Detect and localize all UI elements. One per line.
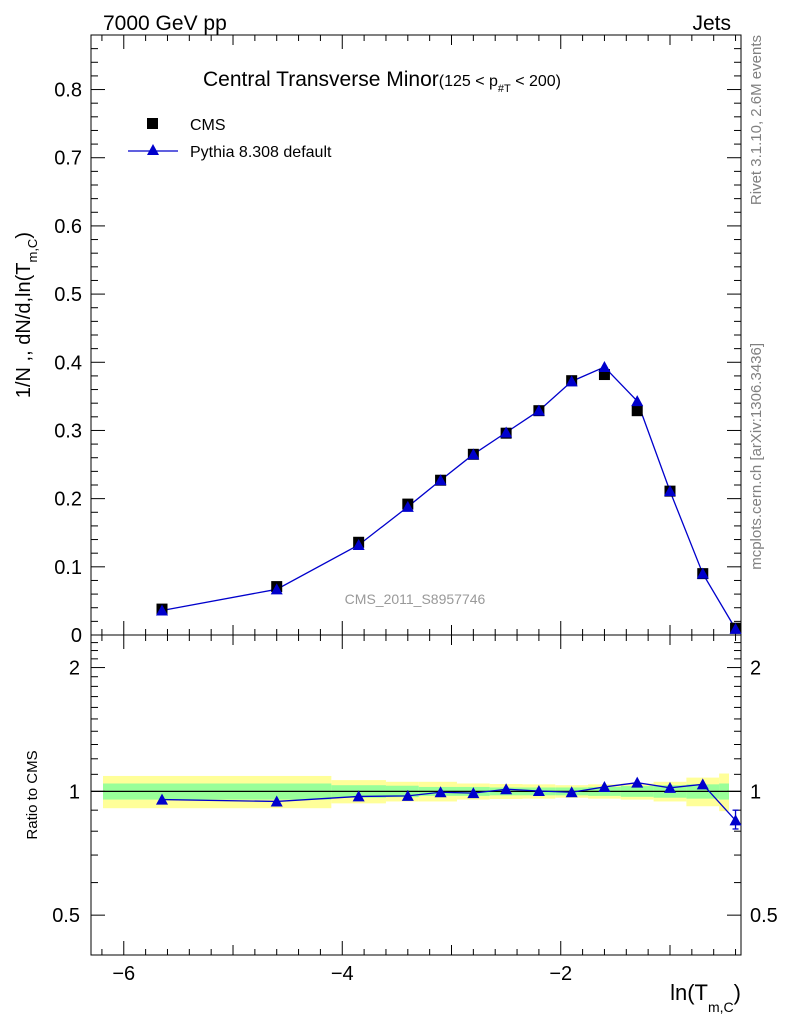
main-title-sub-index: #T [498, 83, 511, 95]
main-data [156, 361, 742, 634]
legend: CMS Pythia 8.308 default [128, 117, 332, 161]
pythia-point [500, 426, 513, 438]
main-ytick-label: 0.8 [54, 80, 82, 102]
ratio-data [156, 776, 742, 830]
pythia-point [434, 474, 447, 486]
ratio-pythia-line [161, 781, 737, 821]
main-ytick-label: 0 [71, 625, 82, 647]
x-tick-label: −4 [331, 963, 354, 985]
legend-cms-label: CMS [190, 117, 226, 134]
ratio-xlabel: ln(Tm,C) [670, 980, 741, 1015]
main-ytick-label: 0.5 [54, 284, 82, 306]
header-left: 7000 GeV pp [103, 12, 227, 35]
main-title-sub: (125 < p [439, 73, 498, 90]
main-axis-ticks: 0 0.1 0.2 0.3 0.4 0.5 0.6 0.7 0.8 [54, 48, 741, 647]
pythia-point [270, 583, 283, 595]
ratio-xlabel-text: ln(T [670, 980, 708, 1005]
legend-cms-marker [147, 118, 158, 129]
main-ylabel-tail: ) [13, 232, 35, 239]
ratio-pythia-point [532, 784, 545, 796]
main-ytick-label: 0.3 [54, 420, 82, 442]
mcplots-label: mcplots.cern.ch [arXiv:1306.3436] [748, 343, 765, 570]
ratio-axis-ticks: 0.5 0.5 1 1 2 2 [52, 642, 778, 927]
ratio-pythia-point [565, 786, 578, 798]
ratio-pythia-point [500, 783, 513, 795]
pythia-point [663, 485, 676, 497]
legend-pythia-marker [147, 144, 159, 155]
pythia-point [467, 448, 480, 460]
ratio-ytick-label-right: 0.5 [750, 905, 778, 927]
ratio-pythia-point [352, 790, 365, 802]
pythia-point [401, 500, 414, 512]
ratio-pythia-point [729, 814, 742, 826]
cms-point [598, 369, 610, 381]
ratio-ytick-label: 0.5 [52, 905, 80, 927]
main-ytick-label: 0.1 [54, 557, 82, 579]
ratio-pythia-point [467, 787, 480, 799]
ratio-pythia-point [696, 778, 709, 790]
ratio-ylabel: Ratio to CMS [24, 750, 41, 839]
pythia-point [631, 395, 644, 407]
main-ytick-label: 0.4 [54, 352, 82, 374]
cms-point [631, 405, 643, 417]
pythia-point [532, 404, 545, 416]
ratio-pythia-point [270, 795, 283, 807]
pythia-point [156, 604, 169, 616]
pythia-point [565, 375, 578, 387]
main-plot-frame [90, 34, 742, 636]
main-ylabel-sub: m,C [25, 239, 40, 263]
main-title-text: Central Transverse Minor [203, 68, 439, 91]
header-right: Jets [692, 12, 731, 35]
ratio-pythia-point [156, 793, 169, 805]
main-ytick-label: 0.6 [54, 216, 82, 238]
ratio-pythia-point [434, 786, 447, 798]
legend-pythia-label: Pythia 8.308 default [190, 144, 332, 161]
ratio-ytick-label: 2 [69, 658, 80, 680]
pythia-point [729, 622, 742, 634]
main-title: Central Transverse Minor(125 < p#T < 200… [203, 68, 561, 95]
ratio-pythia-point [598, 780, 611, 792]
pythia-point [352, 539, 365, 550]
pythia-point [598, 361, 611, 373]
ratio-xlabel-tail: ) [734, 980, 741, 1005]
analysis-watermark: CMS_2011_S8957746 [345, 591, 486, 607]
rivet-label: Rivet 3.1.10, 2.6M events [748, 35, 765, 205]
ratio-ytick-label-right: 1 [750, 781, 761, 803]
x-tick-label: −6 [112, 963, 135, 985]
ratio-ytick-label: 1 [69, 781, 80, 803]
ratio-plot-frame [90, 634, 742, 956]
ratio-pythia-point [663, 781, 676, 793]
main-ytick-label: 0.2 [54, 489, 82, 511]
main-title-sub-tail: < 200) [511, 73, 561, 90]
main-ytick-label: 0.7 [54, 148, 82, 170]
ratio-bands [91, 773, 741, 812]
ratio-pythia-point [401, 789, 414, 801]
ratio-ytick-label-right: 2 [750, 658, 761, 680]
ratio-pythia-point [631, 776, 644, 788]
x-tick-label: −2 [549, 963, 572, 985]
ratio-xlabel-sub: m,C [708, 999, 734, 1015]
pythia-line [161, 366, 737, 630]
main-ylabel: 1/N ,, dN/d,ln(Tm,C) [13, 232, 40, 398]
x-axis-ticks: −6 −4 −2 [101, 35, 737, 985]
main-ylabel-text: 1/N ,, dN/d,ln(T [13, 263, 35, 399]
pythia-point [696, 567, 709, 579]
